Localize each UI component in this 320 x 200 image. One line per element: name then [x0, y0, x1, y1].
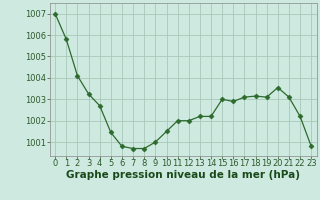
- X-axis label: Graphe pression niveau de la mer (hPa): Graphe pression niveau de la mer (hPa): [66, 170, 300, 180]
